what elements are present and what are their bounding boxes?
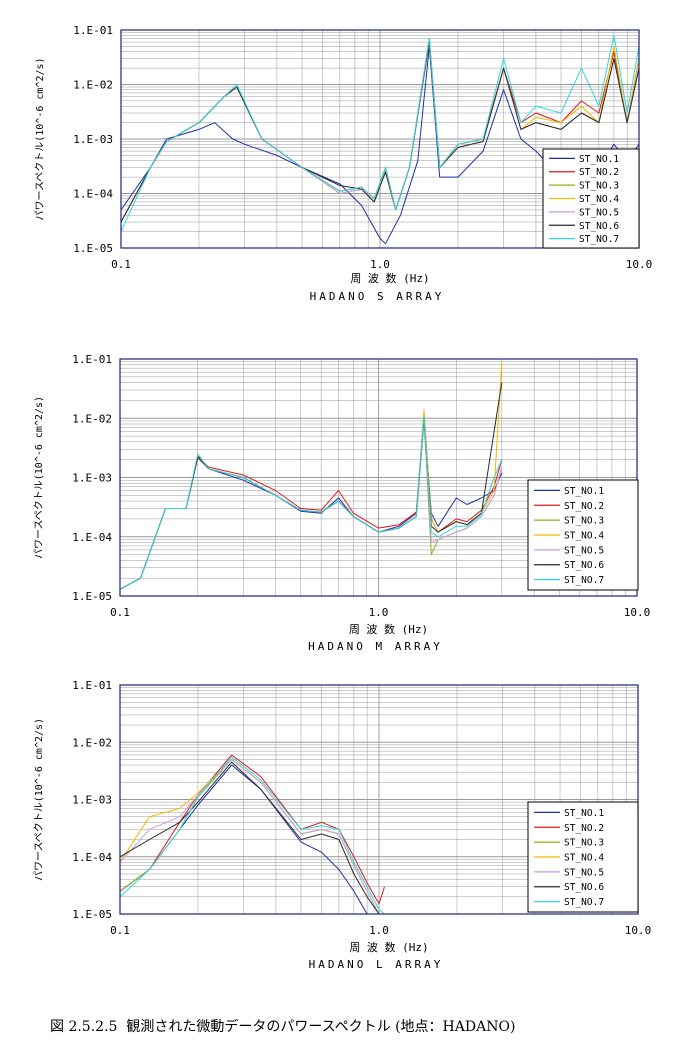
series-line-stno1 [119,417,503,590]
y-tick-label: 1.E-05 [72,590,112,603]
x-tick-label: 0.1 [111,258,131,271]
series-line-stno5 [119,417,503,590]
x-tick-label: 10.0 [624,606,651,619]
x-tick-label: 0.1 [110,606,130,619]
series-line-stno2 [119,413,503,590]
chart-title: HADANO L ARRAY [309,958,444,971]
legend-label: ST_NO.4 [564,853,604,864]
legend-label: ST_NO.5 [564,867,604,878]
legend-label: ST_NO.4 [579,194,619,205]
x-axis-label: 周 波 数 (Hz) [350,272,429,285]
legend-label: ST_NO.6 [564,882,604,893]
y-tick-label: 1.E-04 [73,188,113,201]
legend-label: ST_NO.5 [564,545,604,556]
x-tick-label: 1.0 [369,924,389,937]
y-tick-label: 1.E-05 [73,242,113,255]
y-tick-label: 1.E-03 [72,794,112,807]
y-tick-label: 1.E-03 [72,472,112,485]
plot-frame [120,29,640,249]
legend-label: ST_NO.2 [564,823,604,834]
chart-2: 1.E-05 1.E-04 1.E-03 1.E-02 1.E-01 0.1 1.0 10.0… [33,353,650,653]
legend-label: ST_NO.1 [564,486,604,497]
series-line-stno3 [119,417,503,590]
y-tick-label: 1.E-01 [72,679,112,692]
legend-label: ST_NO.2 [579,167,619,178]
legend-label: ST_NO.3 [579,181,619,192]
y-tick-label: 1.E-02 [72,412,112,425]
legend-label: ST_NO.1 [579,154,619,165]
y-tick-label: 1.E-03 [73,133,113,146]
x-axis-label: 周 波 数 (Hz) [349,941,428,954]
chart-title: HADANO S ARRAY [310,290,445,303]
legend-label: ST_NO.7 [579,234,619,245]
figure-caption: 図 2.5.2.5 観測された微動データのパワースペクトル (地点：HADANO… [50,1019,516,1035]
y-tick-label: 1.E-05 [72,908,112,921]
series-line-stno6 [119,382,503,590]
series-line-stno7 [119,756,385,915]
x-tick-label: 10.0 [626,258,653,271]
legend-label: ST_NO.6 [564,560,604,571]
x-tick-label: 1.0 [370,258,390,271]
legend-label: ST_NO.2 [564,501,604,512]
y-tick-label: 1.E-04 [72,531,112,544]
legend: ST_NO.1 ST_NO.2 ST_NO.3 ST_NO.4 ST_NO.5 ST_NO… [542,148,640,249]
legend: ST_NO.1 ST_NO.2 ST_NO.3 ST_NO.4 ST_NO.5 ST_NO… [527,479,639,591]
y-axis-label: パワースペクトル(10^-6 cm^2/s) [33,396,45,559]
x-tick-label: 0.1 [110,924,130,937]
legend-label: ST_NO.3 [564,516,604,527]
series-group [119,754,385,915]
legend-label: ST_NO.7 [564,575,604,586]
series-group [120,34,640,245]
y-axis-label: パワースペクトル(10^-6 cm^2/s) [33,718,45,881]
chart-1: 1.E-05 1.E-04 1.E-03 1.E-02 1.E-01 0.1 1.0 10.0… [34,24,652,303]
legend-label: ST_NO.1 [564,808,604,819]
y-tick-label: 1.E-01 [73,24,113,37]
y-tick-label: 1.E-02 [72,736,112,749]
chart-3: 1.E-05 1.E-04 1.E-03 1.E-02 1.E-01 0.1 1.0 10.0… [33,679,651,971]
series-line-stno5 [119,759,380,915]
plot-frame [119,684,639,915]
legend-label: ST_NO.4 [564,531,604,542]
legend-label: ST_NO.5 [579,207,619,218]
x-tick-label: 10.0 [625,924,652,937]
y-axis-label: パワースペクトル(10^-6 cm^2/s) [34,57,46,220]
legend-label: ST_NO.6 [579,221,619,232]
legend-label: ST_NO.7 [564,897,604,908]
series-line-stno7 [119,415,503,590]
plot-frame [119,358,638,597]
x-axis-label: 周 波 数 (Hz) [349,623,428,636]
series-line-stno4 [119,361,503,590]
x-tick-label: 1.0 [369,606,389,619]
legend-label: ST_NO.3 [564,838,604,849]
series-group [119,361,503,590]
series-line-stno7 [120,34,640,232]
y-tick-label: 1.E-04 [72,851,112,864]
y-tick-label: 1.E-02 [73,79,113,92]
series-line-stno6 [119,761,380,915]
chart-title: HADANO M ARRAY [308,640,443,653]
legend: ST_NO.1 ST_NO.2 ST_NO.3 ST_NO.4 ST_NO.5 ST_NO… [527,801,639,913]
y-tick-label: 1.E-01 [72,353,112,366]
